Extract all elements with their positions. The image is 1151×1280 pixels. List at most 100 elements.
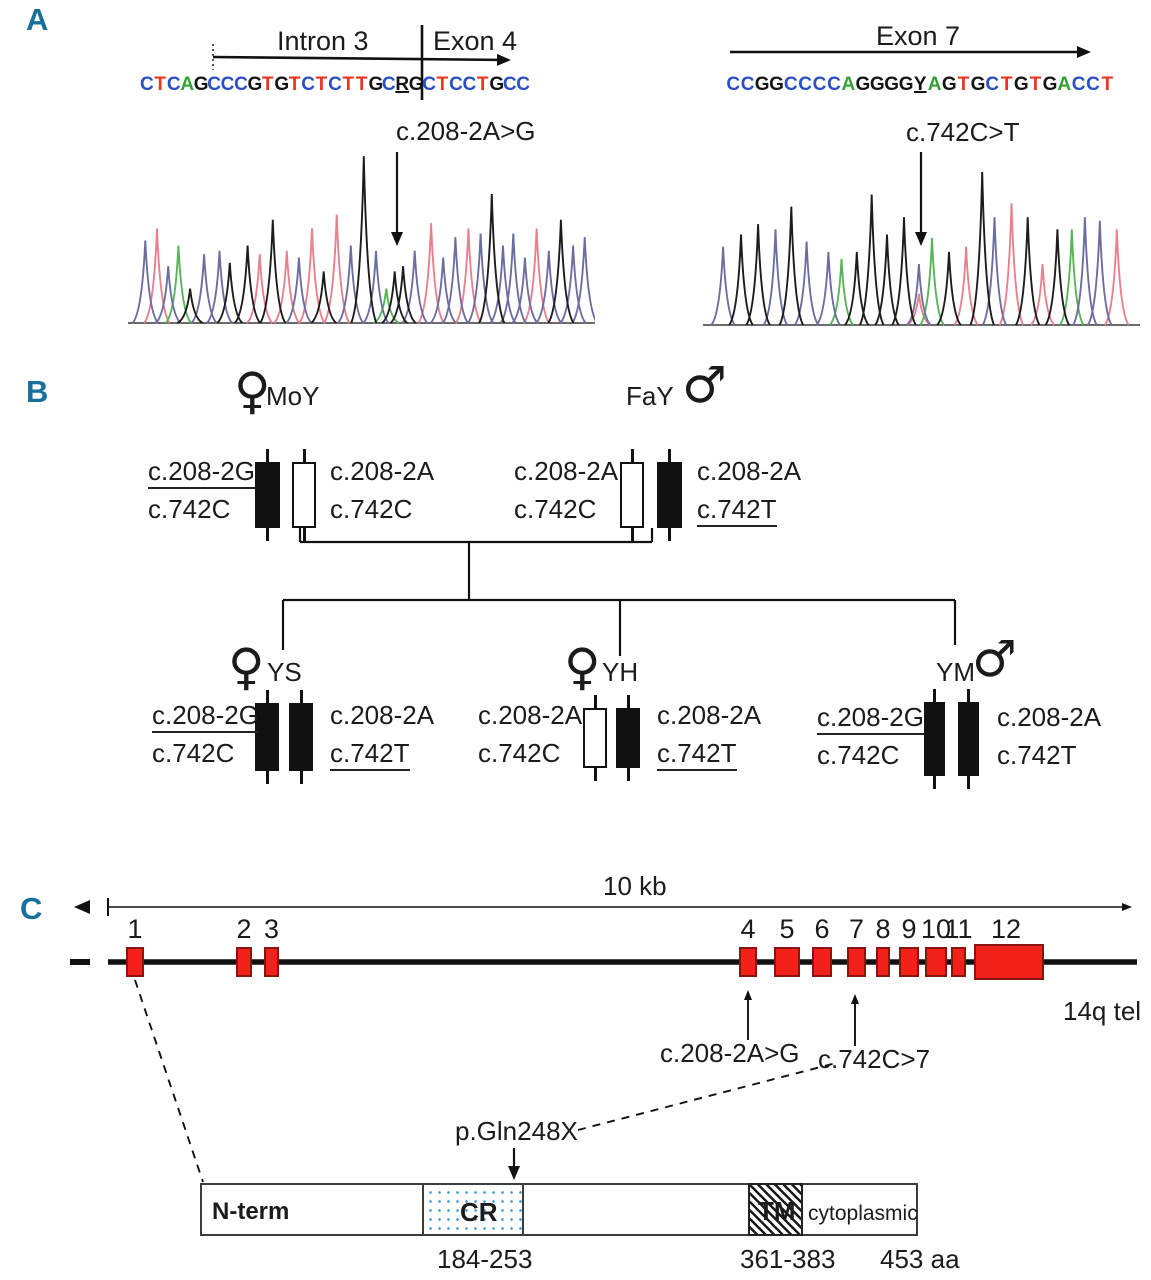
trace-peak [298,228,326,324]
sequence-base-c: C [207,74,221,95]
sequence-base-c: C [462,74,477,95]
trace-peak [559,245,587,324]
exon7-region-label: Exon 7 [876,21,961,51]
sequence-base-g: G [489,74,505,95]
trace-peak [778,206,804,326]
sequence-base-t: T [355,74,368,95]
sequence-base-c: C [798,74,813,95]
genotype-label-yh-right-0: c.208-2A [657,700,762,730]
genotype-text: c.742C [152,738,235,768]
exon-box-11 [951,947,966,977]
exon-box-7 [847,947,866,977]
sequence-base-a: A [927,74,942,95]
sequence-base-c: C [985,74,1000,95]
sequence-base-t: T [261,74,274,95]
trace-peak [1030,264,1056,326]
genotype-label-moy-left-0: c.208-2G [148,456,255,489]
sequence-base-y: Y [913,74,927,95]
genotype-label-moy-right-1: c.742C [330,495,412,523]
genotype-text: c.208-2G [152,700,259,733]
sequence-base-g: G [1013,74,1029,95]
genotype-text: c.208-2A [514,456,619,486]
trace-peak [1015,217,1041,326]
sequence-base-c: C [1086,74,1100,95]
genotype-text: c.742C [514,494,597,524]
genotype-label-yh-left-1: c.742C [478,738,561,768]
sequence-base-t: T [436,74,449,95]
trace-peak [216,262,244,324]
genotype-label-ym-left-1: c.742C [817,741,899,769]
trace-peak [246,254,274,324]
female-symbol-moy: ♀ [234,362,271,420]
sequence-base-g: G [754,74,770,95]
trace-peak [285,257,313,324]
tm-label: TM [758,1196,796,1226]
genotype-text: c.742T [997,740,1077,770]
genotype-text: c.208-2A [330,700,435,730]
exon-number-1: 1 [127,914,143,944]
trace-peak [389,266,417,324]
genotype-text: c.742C [478,738,561,768]
genotype-label-fay-left-1: c.742C [514,494,597,524]
sequence-base-g: G [970,74,986,95]
genotype-text: c.208-2A [330,456,435,486]
telomere-label: 14q tel [1063,996,1142,1026]
exon-number-8: 8 [875,914,891,944]
mutb-truncation-dashed-line [577,1062,837,1131]
trace-peak [259,219,287,324]
genotype-label-ym-right-1: c.742T [997,740,1077,770]
allele-bar-filled-ym [924,702,945,776]
sequence-base-c: C [740,74,755,95]
chromatogram-left [128,156,595,324]
panel-a-label: A [26,2,49,37]
male-symbol-fay: ♂ [682,356,727,414]
genotype-label-fay-left-0: c.208-2A [514,456,619,486]
trace-peak [362,250,390,324]
sequence-base-a: A [180,74,195,95]
trace-peak [467,233,494,324]
sequence-base-t: T [288,74,301,95]
trace-peak [523,228,551,324]
individual-name-ym: YM [936,657,975,687]
exon-box-8 [876,947,890,977]
protein-length-label: 453 aa [880,1244,960,1274]
genotype-label-moy-right-0: c.208-2A [330,456,435,486]
genotype-text: c.208-2A [657,700,762,730]
sequence-base-g: G [769,74,784,95]
tm-range-label: 361-383 [740,1244,836,1274]
trace-peak [401,250,429,324]
trace-peak [273,250,301,324]
trace-peak [969,171,995,326]
trace-peak [1087,220,1113,326]
female-symbol-ys: ♀ [228,638,265,696]
trace-peak [1044,229,1071,326]
sequence-base-g: G [884,74,900,95]
trace-peak [442,236,469,324]
cr-label: CR [460,1197,498,1227]
sequence-base-t: T [1029,74,1042,95]
sequence-base-c: C [726,74,741,95]
cr-range-label: 184-253 [437,1244,533,1274]
sequence-base-c: C [234,74,248,95]
trace-peak [499,233,527,324]
exon-number-6: 6 [814,914,830,944]
genotype-text: c.208-2G [817,702,924,735]
cytoplasmic-label: cytoplasmic [808,1202,918,1225]
trace-peak [919,237,945,326]
trace-peak [710,246,736,326]
trace-peak [417,223,445,324]
allele-bar-filled-ys [289,703,313,771]
exon1-protein-dashed-line [134,979,204,1183]
allele-bar-filled-yh [616,708,640,768]
sequence-base-g: G [368,74,384,95]
sequence-base-c: C [449,74,463,95]
sequence-base-t: T [476,74,489,95]
trace-peak [489,245,517,324]
trace-peak [981,217,1008,326]
trace-peak [143,228,171,324]
exon4-region-label: Exon 4 [433,26,518,56]
sequence-base-t: T [154,74,166,95]
sequence-base-c: C [301,74,315,95]
genotype-text: c.742T [657,738,737,771]
